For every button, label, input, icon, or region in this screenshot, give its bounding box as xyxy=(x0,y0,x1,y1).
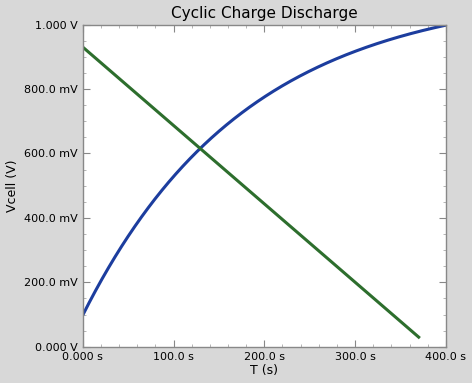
X-axis label: T (s): T (s) xyxy=(250,365,278,377)
Y-axis label: Vcell (V): Vcell (V) xyxy=(6,159,18,212)
Title: Cyclic Charge Discharge: Cyclic Charge Discharge xyxy=(171,6,358,21)
